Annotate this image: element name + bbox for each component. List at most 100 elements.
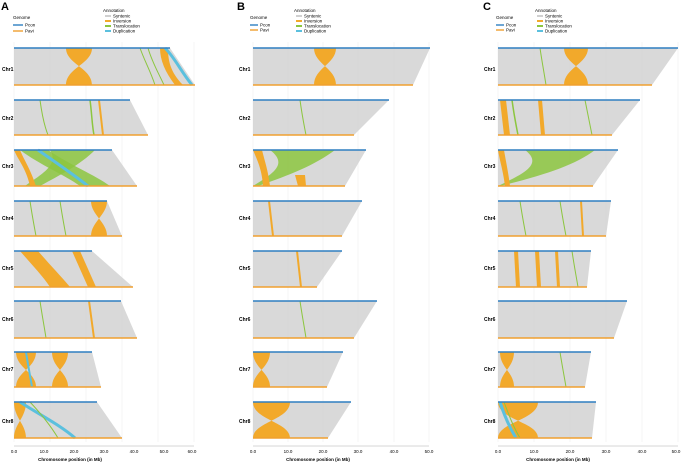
- chr-row: Chr7: [2, 351, 101, 388]
- inversion-band: [91, 201, 107, 236]
- inversion-band: [498, 150, 510, 186]
- legend-swatch-syntenic: [105, 15, 111, 17]
- chr-label: Chr6: [239, 317, 251, 323]
- inversion-band: [98, 100, 104, 135]
- x-tick-label: 40.0: [130, 449, 139, 454]
- inversion-band: [66, 48, 92, 85]
- syntenic-band: [14, 402, 122, 438]
- legend-genome-title: Genome: [496, 15, 514, 20]
- panel-b: B Genome Pcon Pavi Annotation Syntenic I…: [237, 1, 434, 462]
- chr-row: Chr3: [484, 149, 618, 187]
- inversion-band: [253, 402, 290, 438]
- chr-label: Chr1: [239, 67, 251, 73]
- chr-row: Chr2: [2, 99, 148, 136]
- inversion-band: [160, 48, 183, 85]
- chr-row: Chr8: [239, 401, 351, 439]
- chr-row: Chr2: [484, 99, 640, 136]
- chr-row: Chr5: [239, 250, 342, 288]
- syntenic-band: [253, 100, 389, 135]
- legend-swatch-duplication: [105, 30, 111, 32]
- legend-item-duplication: Duplication: [545, 29, 568, 34]
- duplication-band: [498, 401, 518, 439]
- chr-row: Chr3: [239, 149, 366, 187]
- translocation-band: [498, 150, 595, 186]
- x-tick-label: 0.0: [495, 449, 502, 454]
- chr-row: Chr7: [484, 351, 591, 388]
- chr-row: Chr6: [239, 300, 377, 339]
- translocation-band: [29, 401, 59, 439]
- legend-swatch-inversion: [296, 20, 302, 22]
- translocation-band: [559, 200, 567, 237]
- x-axis-label: Chromosome position (in Mb): [286, 457, 350, 462]
- chr-row: Chr2: [239, 99, 389, 136]
- duplication-band: [25, 351, 33, 388]
- chr-label: Chr7: [484, 367, 496, 373]
- legend-item-translocation: Translocation: [113, 24, 140, 29]
- legend: Genome Pcon Pavi Annotation Syntenic Inv…: [13, 8, 140, 34]
- x-tick-label: 10.0: [530, 449, 539, 454]
- legend-swatch-syntenic: [537, 15, 543, 17]
- x-tick-label: 20.0: [70, 449, 79, 454]
- x-axis: 0.0 10.0 20.0 30.0 40.0 50.0 Chromosome …: [495, 445, 681, 462]
- syntenic-band: [498, 100, 640, 135]
- translocation-band: [503, 401, 521, 439]
- syntenic-band: [498, 251, 591, 287]
- inversion-band: [514, 251, 520, 287]
- legend-item-syntenic: Syntenic: [545, 14, 563, 19]
- x-tick-label: 0.0: [11, 449, 18, 454]
- chr-label: Chr6: [484, 317, 496, 323]
- panel-label: B: [237, 1, 245, 13]
- chr-label: Chr2: [239, 116, 251, 122]
- legend-item-translocation: Translocation: [545, 24, 572, 29]
- legend-swatch-inversion: [537, 20, 543, 22]
- chr-label: Chr7: [239, 367, 251, 373]
- chr-label: Chr3: [2, 164, 14, 170]
- legend-item-pcon: Pcon: [506, 23, 517, 28]
- x-tick-label: 50.0: [425, 449, 434, 454]
- inversion-band: [314, 48, 336, 85]
- legend: Genome Pcon Pavi Annotation Syntenic Inv…: [496, 8, 572, 34]
- x-tick-label: 40.0: [390, 449, 399, 454]
- translocation-band: [299, 99, 307, 136]
- chr-label: Chr5: [2, 266, 14, 272]
- x-axis: 0.0 10.0 20.0 30.0 40.0 50.0 60.0 Chromo…: [11, 445, 197, 462]
- chr-label: Chr4: [239, 216, 251, 222]
- inversion-band: [295, 175, 306, 186]
- legend-swatch-syntenic: [296, 15, 302, 17]
- translocation-band: [25, 150, 95, 186]
- legend-genome-title: Genome: [13, 15, 31, 20]
- legend-item-inversion: Inversion: [113, 19, 132, 24]
- x-tick-label: 20.0: [319, 449, 328, 454]
- chr-row: Chr4: [2, 200, 122, 237]
- legend-swatch-duplication: [296, 30, 302, 32]
- translocation-band: [559, 351, 567, 388]
- panel-label: A: [1, 1, 9, 13]
- panel-a: A Genome Pcon Pavi Annotation Syntenic I…: [1, 1, 197, 462]
- legend-swatch-duplication: [537, 30, 543, 32]
- x-tick-label: 30.0: [100, 449, 109, 454]
- chr-label: Chr4: [484, 216, 496, 222]
- x-tick-label: 30.0: [354, 449, 363, 454]
- x-tick-label: 50.0: [672, 449, 681, 454]
- translocation-band: [299, 300, 307, 339]
- chr-label: Chr7: [2, 367, 14, 373]
- x-tick-label: 0.0: [250, 449, 257, 454]
- inversion-band: [253, 150, 270, 186]
- x-tick-label: 50.0: [160, 449, 169, 454]
- chr-label: Chr3: [239, 164, 251, 170]
- inversion-band: [296, 251, 302, 287]
- chr-row: Chr7: [239, 351, 343, 388]
- translocation-band: [29, 200, 37, 237]
- inversion-band: [14, 150, 36, 186]
- chr-row: Chr1: [239, 47, 430, 86]
- x-tick-label: 10.0: [284, 449, 293, 454]
- legend-item-duplication: Duplication: [304, 29, 327, 34]
- inversion-band: [580, 201, 584, 236]
- legend-item-pavi: Pavi: [25, 29, 34, 34]
- chr-label: Chr8: [2, 419, 14, 425]
- translocation-band: [147, 47, 165, 86]
- chr-row: Chr6: [484, 300, 627, 339]
- syntenic-band: [14, 352, 101, 387]
- chr-row: Chr1: [2, 46, 195, 86]
